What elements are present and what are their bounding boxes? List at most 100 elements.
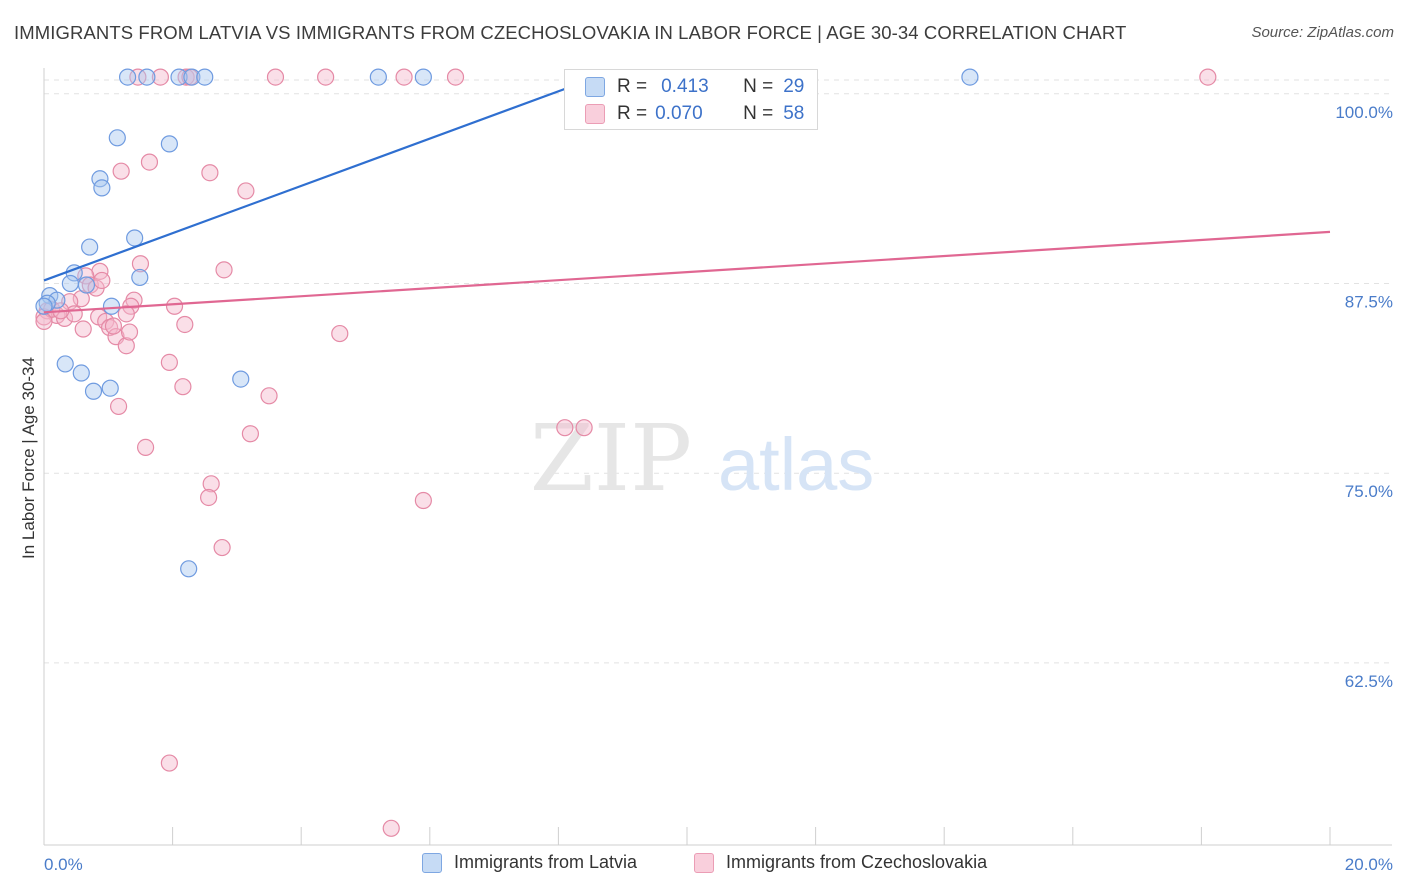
data-point-czechoslovakia: [237, 182, 255, 200]
data-point-czechoslovakia: [140, 153, 159, 171]
stats-n-label: N =: [743, 76, 774, 97]
data-point-czechoslovakia: [215, 261, 233, 279]
data-point-czechoslovakia: [1199, 68, 1217, 86]
stats-swatch-latvia: [585, 77, 605, 97]
data-point-latvia: [138, 68, 156, 86]
legend-label-czechoslovakia: Immigrants from Czechoslovakia: [726, 852, 988, 872]
data-point-latvia: [108, 129, 126, 147]
legend-swatch-czechoslovakia: [694, 852, 714, 873]
stats-n-label: N =: [743, 103, 774, 124]
data-point-latvia: [126, 229, 144, 247]
data-point-latvia: [180, 560, 198, 578]
data-point-czechoslovakia: [382, 819, 400, 837]
legend-item-czechoslovakia[interactable]: Immigrants from Czechoslovakia: [694, 852, 987, 873]
y-tick-label: 100.0%: [1335, 103, 1393, 122]
data-point-czechoslovakia: [165, 297, 184, 315]
trend-lines: [43, 76, 1331, 314]
watermark-atlas: atlas: [718, 423, 874, 506]
tick-labels: 100.0% 87.5% 75.0% 62.5% 0.0% 20.0%: [44, 103, 1393, 874]
trend-line-czechoslovakia: [43, 230, 1331, 314]
data-point-latvia: [170, 68, 188, 86]
data-point-czechoslovakia: [575, 419, 593, 437]
data-point-latvia: [183, 68, 201, 86]
data-point-latvia: [369, 68, 387, 86]
watermark-zip: ZIP: [530, 405, 692, 512]
data-point-czechoslovakia: [177, 68, 195, 86]
data-point-czechoslovakia: [131, 255, 150, 273]
data-point-czechoslovakia: [160, 754, 178, 772]
data-point-czechoslovakia: [160, 353, 178, 372]
watermark: ZIP atlas: [530, 405, 874, 512]
data-point-latvia: [77, 276, 96, 294]
data-point-czechoslovakia: [241, 425, 260, 443]
y-tick-label: 62.5%: [1345, 672, 1393, 691]
data-point-czechoslovakia: [74, 320, 92, 338]
stats-n-value-latvia: 29: [783, 76, 805, 97]
data-point-latvia: [84, 382, 103, 400]
data-point-latvia: [118, 68, 137, 86]
x-tick-label: 0.0%: [44, 855, 83, 874]
data-point-czechoslovakia: [317, 68, 335, 86]
data-point-czechoslovakia: [35, 312, 53, 331]
data-point-latvia: [61, 274, 79, 293]
data-point-latvia: [160, 135, 178, 153]
chart-legend: Immigrants from Latvia Immigrants from C…: [0, 850, 1406, 880]
data-point-czechoslovakia: [200, 488, 218, 507]
data-point-czechoslovakia: [176, 315, 194, 334]
stats-r-label: R =: [617, 103, 648, 124]
data-point-czechoslovakia: [395, 68, 413, 86]
stats-row-latvia: R = 0.413 N = 29: [585, 74, 804, 100]
legend-item-latvia[interactable]: Immigrants from Latvia: [422, 852, 637, 873]
data-point-czechoslovakia: [266, 68, 285, 86]
data-point-czechoslovakia: [117, 305, 135, 323]
stats-r-label: R =: [617, 76, 648, 97]
data-point-latvia: [101, 379, 119, 397]
data-point-latvia: [196, 68, 214, 86]
data-point-czechoslovakia: [93, 271, 111, 290]
legend-swatch-latvia: [422, 852, 442, 873]
y-axis-label: In Labor Force | Age 30-34: [19, 357, 38, 559]
axes: [43, 68, 1392, 846]
data-point-czechoslovakia: [109, 397, 128, 416]
data-point-czechoslovakia: [151, 68, 169, 86]
data-point-czechoslovakia: [446, 68, 465, 86]
data-point-latvia: [131, 268, 149, 287]
data-point-latvia: [961, 68, 979, 86]
correlation-stats-box: R = 0.413 N = 29 R = 0.070 N = 58: [564, 69, 818, 130]
data-point-czechoslovakia: [174, 378, 192, 396]
data-point-czechoslovakia: [331, 324, 349, 343]
data-point-latvia: [414, 68, 432, 86]
data-point-latvia: [35, 297, 53, 315]
stats-row-czechoslovakia: R = 0.070 N = 58: [585, 101, 804, 127]
data-point-latvia: [81, 238, 99, 256]
x-tick-label: 20.0%: [1345, 855, 1393, 874]
stats-r-value-czechoslovakia: 0.070: [655, 103, 703, 124]
data-point-czechoslovakia: [112, 162, 130, 180]
data-point-latvia: [102, 297, 121, 315]
data-point-czechoslovakia: [117, 337, 135, 355]
stats-n-value-czechoslovakia: 58: [783, 103, 805, 124]
data-point-czechoslovakia: [202, 475, 220, 493]
gridlines: [44, 79, 1392, 664]
data-point-czechoslovakia: [201, 164, 219, 182]
chart-title: IMMIGRANTS FROM LATVIA VS IMMIGRANTS FRO…: [14, 22, 1127, 43]
data-point-czechoslovakia: [414, 491, 432, 510]
y-tick-label: 75.0%: [1345, 482, 1393, 501]
legend-label-latvia: Immigrants from Latvia: [454, 852, 638, 872]
data-point-czechoslovakia: [213, 538, 231, 557]
stats-r-value-latvia: 0.413: [661, 76, 709, 97]
data-point-czechoslovakia: [556, 419, 574, 437]
data-point-czechoslovakia: [120, 323, 139, 341]
data-point-latvia: [72, 364, 90, 382]
data-point-czechoslovakia: [136, 438, 155, 456]
data-point-latvia: [93, 179, 111, 197]
stats-swatch-czechoslovakia: [585, 104, 605, 124]
data-point-latvia: [232, 370, 250, 388]
data-point-czechoslovakia: [104, 317, 123, 335]
source-credit: Source: ZipAtlas.com: [1251, 24, 1394, 41]
y-tick-label: 87.5%: [1345, 292, 1393, 311]
data-point-czechoslovakia: [260, 387, 278, 405]
data-point-latvia: [56, 355, 74, 373]
series-latvia-points: [35, 68, 979, 578]
